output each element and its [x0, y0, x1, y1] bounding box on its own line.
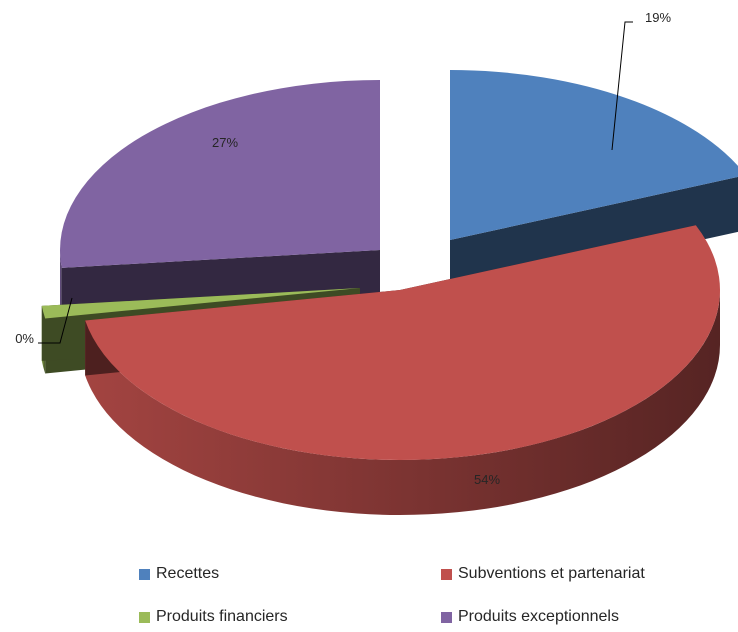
slice-subventions-top	[85, 225, 721, 460]
slice-subventions	[85, 225, 721, 515]
data-label-recettes: 19%	[645, 10, 671, 25]
slice-produits-exceptionnels	[60, 80, 380, 323]
slice-produits-financiers-top	[41, 288, 360, 319]
slice-subventions-side	[85, 290, 721, 515]
data-label-subventions: 54%	[474, 472, 500, 487]
data-label-produits-financiers: 0%	[15, 331, 34, 346]
slice-recettes-top	[450, 70, 738, 240]
slice-produits-exceptionnels-top	[60, 80, 380, 268]
data-label-recettes-leader	[611, 21, 633, 151]
data-label-produits-exceptionnels: 27%	[212, 135, 238, 150]
data-label-produits-financiers-leader	[38, 297, 73, 344]
slice-produits-exceptionnels-side	[60, 250, 62, 323]
